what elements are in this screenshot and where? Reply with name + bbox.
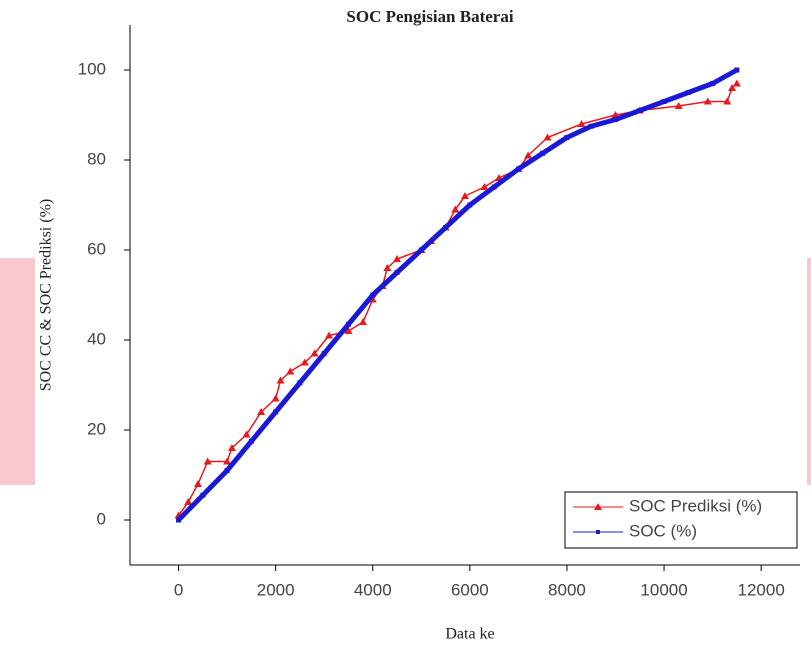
point [491,184,497,190]
point [242,430,251,438]
point [577,120,586,127]
point [300,358,309,366]
point [297,380,303,386]
y-axis-label: SOC CC & SOC Prediksi (%) [38,199,55,391]
point [637,108,643,113]
point [227,444,236,451]
point [193,480,202,487]
point [394,270,400,275]
legend-label: SOC Prediksi (%) [629,496,762,515]
point [200,492,206,498]
y-tick-label: 0 [97,509,106,528]
point [703,97,712,105]
point [661,99,667,104]
legend-box [564,491,798,549]
point [734,67,740,73]
y-tick-label: 80 [87,149,106,168]
series-line [177,82,738,516]
point [273,409,279,415]
x-tick-label: 10000 [640,580,687,599]
side-highlight [0,258,35,485]
x-tick-label: 8000 [548,580,586,599]
y-tick-label: 20 [87,419,106,438]
x-axis-label: Data ke [445,626,494,643]
point [184,498,193,505]
legend: SOC Prediksi (%) SOC (%) [564,491,798,549]
point [480,183,489,190]
point [443,225,449,230]
y-tick-label: 60 [87,239,106,258]
x-tick-label: 4000 [354,580,392,599]
point [344,327,353,334]
legend-marker [596,530,600,534]
point [540,150,546,156]
point [276,376,285,384]
point [613,117,619,122]
point [418,247,424,253]
point [203,457,212,465]
point [674,102,683,109]
point [286,367,295,375]
point [710,81,716,86]
point [543,133,552,141]
point [588,123,594,129]
point [451,205,460,213]
point [732,79,741,87]
point [728,84,737,91]
point [176,517,182,523]
y-tick-label: 100 [78,59,106,78]
point [383,264,392,271]
legend-label: SOC (%) [629,521,697,540]
point [224,468,230,473]
point [515,166,521,172]
y-tick-label: 40 [87,329,106,348]
x-tick-label: 2000 [257,580,295,599]
side-highlight [807,258,811,485]
point [370,292,376,298]
point [271,394,280,402]
point [310,349,319,357]
point [257,408,266,415]
chart-title: SOC Pengisian Baterai [346,7,513,26]
point [564,135,570,140]
point [685,90,691,95]
x-tick-label: 0 [174,580,183,599]
point [393,255,402,262]
point [325,331,334,339]
point [345,321,351,327]
point [723,97,732,105]
point [524,151,533,159]
point [223,457,232,465]
point [248,438,254,444]
legend-marker [594,503,602,510]
x-tick-label: 6000 [451,580,489,599]
x-tick-label: 12000 [738,580,785,599]
point [321,351,327,356]
point [461,192,469,199]
series-line [176,67,739,522]
point [467,202,473,208]
point [359,318,368,325]
plot-area [174,67,741,523]
